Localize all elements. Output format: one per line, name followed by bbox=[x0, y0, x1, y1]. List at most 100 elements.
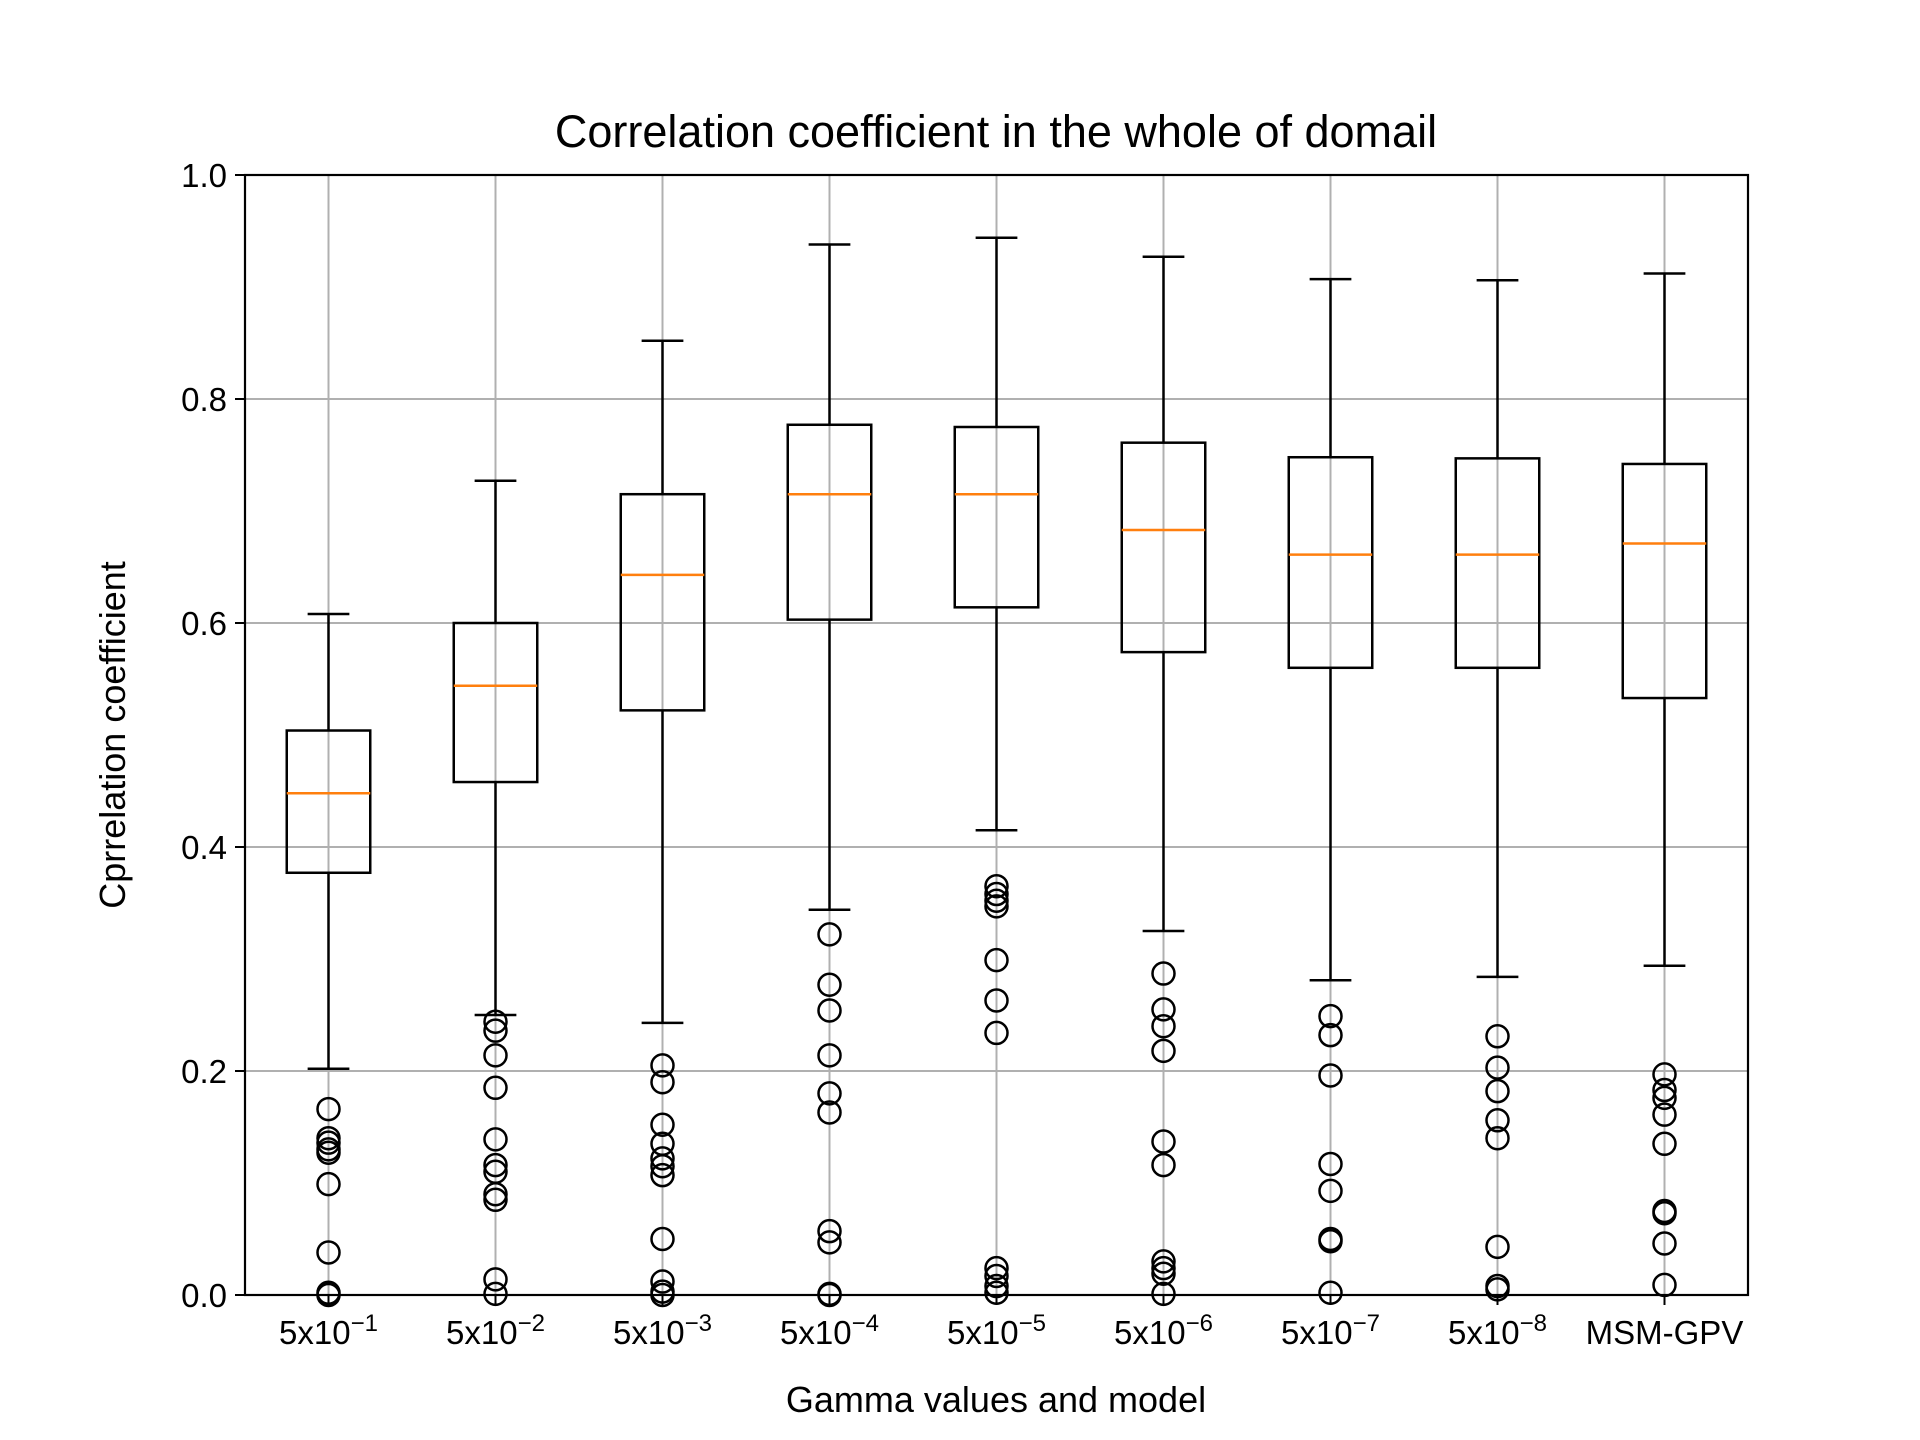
y-axis-label: Cprrelation coefficient bbox=[92, 561, 133, 909]
x-tick-label: MSM-GPV bbox=[1586, 1314, 1744, 1351]
outlier-point bbox=[984, 873, 1009, 899]
outlier-point bbox=[1485, 1055, 1510, 1080]
x-tick-label-exponent: −6 bbox=[1186, 1310, 1213, 1337]
outlier-point bbox=[1151, 1249, 1176, 1274]
outlier-point bbox=[316, 1171, 341, 1197]
outlier-point bbox=[817, 1081, 842, 1106]
outlier-point bbox=[817, 972, 842, 998]
outlier-point bbox=[984, 1255, 1009, 1281]
outlier-point bbox=[650, 1112, 675, 1138]
box-series bbox=[285, 236, 1708, 1308]
outlier-point bbox=[1151, 997, 1176, 1022]
outlier-point bbox=[1652, 1062, 1677, 1087]
outlier-point bbox=[1151, 1038, 1176, 1064]
outlier-point bbox=[1485, 1078, 1510, 1104]
x-tick-label-base: 5x10 bbox=[446, 1314, 518, 1351]
outlier-point bbox=[483, 1181, 508, 1207]
outlier-point bbox=[1318, 1228, 1343, 1254]
outlier-point bbox=[1318, 1178, 1343, 1204]
box-group bbox=[285, 612, 372, 1308]
outlier-point bbox=[1151, 1255, 1176, 1281]
outlier-point bbox=[1151, 961, 1176, 986]
outlier-point bbox=[650, 1069, 675, 1095]
outlier-point bbox=[1318, 1063, 1343, 1088]
outlier-point bbox=[1151, 1261, 1176, 1286]
x-tick-label: 5x10−3 bbox=[613, 1310, 712, 1351]
outlier-point bbox=[984, 988, 1009, 1013]
box-iqr bbox=[1621, 462, 1708, 700]
box-group bbox=[452, 479, 539, 1307]
x-tick-label: 5x10−2 bbox=[446, 1310, 545, 1351]
outlier-point bbox=[483, 1043, 508, 1068]
outlier-point bbox=[984, 881, 1009, 907]
x-axis-label: Gamma values and model bbox=[786, 1379, 1206, 1420]
outlier-point bbox=[1151, 1013, 1176, 1039]
box-group bbox=[1287, 277, 1374, 1306]
x-tick-label-base: 5x10 bbox=[613, 1314, 685, 1351]
x-tick-label: 5x10−5 bbox=[947, 1310, 1046, 1351]
x-tick-label: 5x10−8 bbox=[1448, 1310, 1547, 1351]
outlier-point bbox=[316, 1240, 341, 1265]
outlier-point bbox=[650, 1226, 675, 1252]
outlier-point bbox=[817, 1100, 842, 1125]
outlier-point bbox=[1652, 1131, 1677, 1157]
x-tick-label-exponent: −8 bbox=[1520, 1310, 1547, 1337]
outlier-point bbox=[650, 1146, 675, 1171]
y-axis-ticks: 0.0 0.2 0.4 0.6 0.8 1.0 bbox=[181, 157, 245, 1314]
outlier-point bbox=[1652, 1085, 1677, 1111]
outlier-point bbox=[817, 1218, 842, 1244]
outlier-point bbox=[817, 1230, 842, 1255]
outlier-point bbox=[1652, 1102, 1677, 1127]
outlier-point bbox=[1151, 1129, 1176, 1154]
x-tick-label: 5x10−6 bbox=[1114, 1310, 1213, 1351]
x-tick-label-base: 5x10 bbox=[279, 1314, 351, 1351]
x-tick-label-base: 5x10 bbox=[947, 1314, 1019, 1351]
outlier-point bbox=[1485, 1125, 1510, 1151]
outlier-point bbox=[483, 1267, 508, 1292]
x-tick-label-base: MSM-GPV bbox=[1586, 1314, 1744, 1351]
y-tick-label: 0.8 bbox=[181, 381, 227, 418]
outlier-point bbox=[1652, 1200, 1677, 1226]
box-iqr bbox=[953, 425, 1040, 609]
outlier-point bbox=[316, 1130, 341, 1155]
x-tick-label-exponent: −5 bbox=[1019, 1310, 1046, 1337]
x-tick-label: 5x10−4 bbox=[780, 1310, 879, 1351]
outlier-point bbox=[984, 894, 1009, 919]
box-iqr bbox=[1287, 455, 1374, 670]
x-tick-label-exponent: −4 bbox=[852, 1310, 879, 1337]
outlier-point bbox=[984, 888, 1009, 914]
box-group bbox=[1621, 272, 1708, 1298]
outlier-point bbox=[1318, 1022, 1343, 1048]
outlier-point bbox=[984, 947, 1009, 973]
outlier-point bbox=[483, 1018, 508, 1043]
outlier-point bbox=[650, 1053, 675, 1078]
outlier-point bbox=[483, 1127, 508, 1152]
box-group bbox=[1120, 255, 1207, 1307]
outlier-point bbox=[1485, 1024, 1510, 1049]
outlier-point bbox=[1485, 1234, 1510, 1260]
x-tick-label-exponent: −2 bbox=[518, 1310, 545, 1337]
x-tick-label-base: 5x10 bbox=[780, 1314, 852, 1351]
y-tick-label: 0.2 bbox=[181, 1053, 227, 1090]
outlier-point bbox=[1485, 1108, 1510, 1133]
outlier-point bbox=[650, 1153, 675, 1179]
outlier-point bbox=[1318, 1003, 1343, 1029]
y-tick-label: 0.4 bbox=[181, 829, 227, 866]
outlier-point bbox=[817, 998, 842, 1023]
outlier-point bbox=[984, 1263, 1009, 1289]
x-tick-label-base: 5x10 bbox=[1114, 1314, 1186, 1351]
chart-title: Correlation coefficient in the whole of … bbox=[555, 106, 1437, 157]
x-tick-label-exponent: −3 bbox=[685, 1310, 712, 1337]
outlier-point bbox=[483, 1187, 508, 1213]
box-group bbox=[953, 236, 1040, 1306]
outlier-point bbox=[1652, 1077, 1677, 1103]
outlier-point bbox=[984, 1020, 1009, 1046]
box-group bbox=[1454, 279, 1541, 1302]
x-tick-label-base: 5x10 bbox=[1448, 1314, 1520, 1351]
y-tick-label: 1.0 bbox=[181, 157, 227, 194]
x-tick-label-exponent: −1 bbox=[351, 1310, 378, 1337]
box-iqr bbox=[786, 423, 873, 621]
outlier-point bbox=[316, 1140, 341, 1166]
box-iqr bbox=[452, 621, 539, 784]
outlier-point bbox=[650, 1162, 675, 1188]
